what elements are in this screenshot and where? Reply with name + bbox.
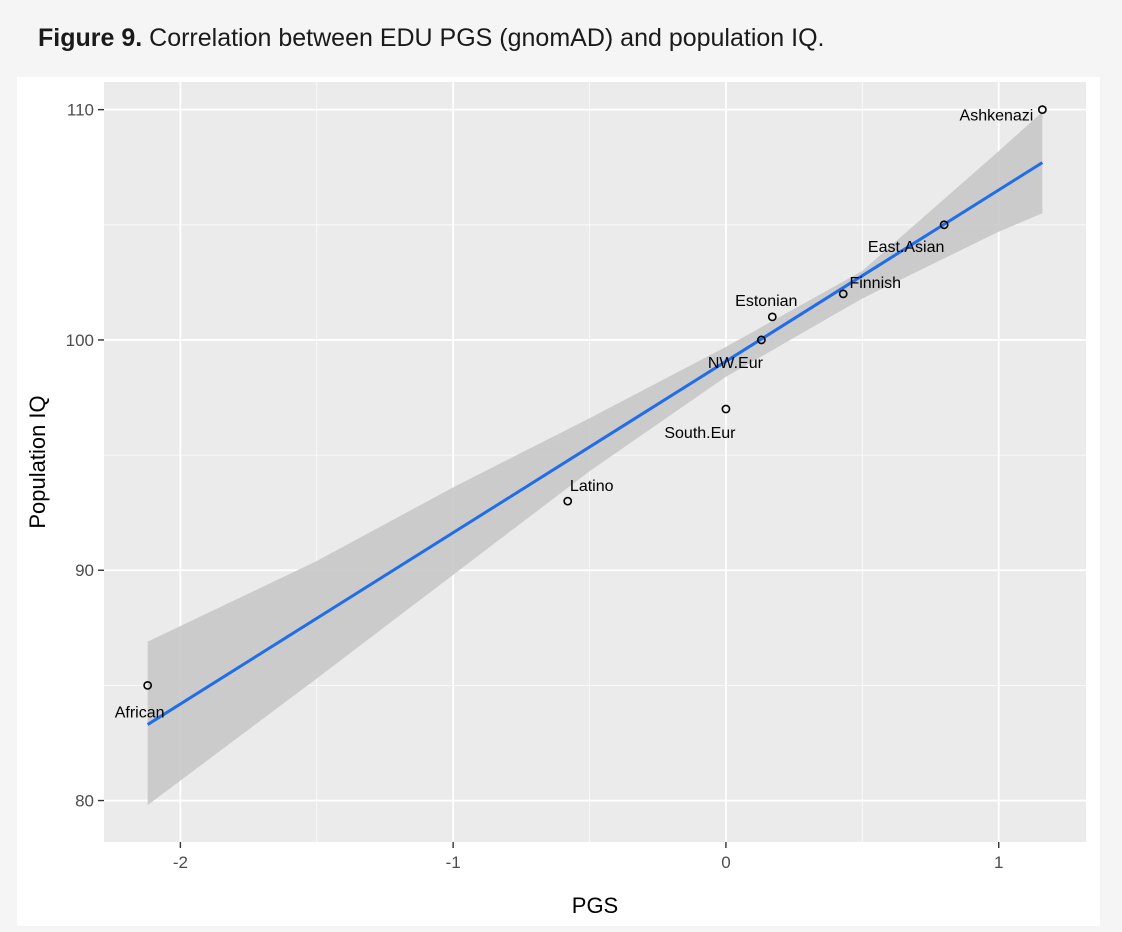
data-point-estonian	[767, 312, 777, 322]
plot-card: African Latino South.Eur NW.Eur Estonian Finn…	[17, 77, 1100, 926]
scatter-plot: African Latino South.Eur NW.Eur Estonian Finn…	[25, 82, 1086, 918]
y-tick-label: 110	[67, 101, 94, 120]
x-tick-label: 1	[994, 853, 1003, 872]
y-tick-label: 90	[75, 561, 94, 580]
figure-caption: Figure 9. Correlation between EDU PGS (g…	[38, 24, 824, 53]
point-label-finnish: Finnish	[849, 275, 901, 292]
x-axis-title: PGS	[572, 893, 618, 918]
point-label-south-eur: South.Eur	[664, 425, 736, 442]
data-point-south-eur	[721, 404, 731, 414]
data-point-ashkenazi	[1037, 105, 1047, 115]
y-axis-title: Population IQ	[25, 395, 50, 528]
data-point-finnish	[838, 289, 848, 299]
point-label-east-asian: East.Asian	[868, 239, 944, 256]
data-point-east-asian	[939, 220, 949, 230]
x-tick-label: -1	[446, 853, 461, 872]
point-label-nw-eur: NW.Eur	[708, 355, 764, 372]
x-tick-label: 0	[721, 853, 730, 872]
data-point-labels: African Latino South.Eur NW.Eur Estonian Finn…	[115, 108, 1034, 722]
x-axis-ticks: -2 -1 0 1	[173, 842, 1003, 872]
data-points	[143, 105, 1047, 690]
data-point-nw-eur	[756, 335, 766, 345]
figure-number: Figure 9.	[38, 24, 143, 52]
figure-caption-text: Correlation between EDU PGS (gnomAD) and…	[149, 24, 825, 52]
data-point-latino	[563, 496, 573, 506]
y-tick-label: 100	[66, 331, 94, 350]
point-label-estonian: Estonian	[735, 293, 797, 310]
regression-line	[146, 161, 1044, 726]
point-label-latino: Latino	[570, 478, 614, 495]
point-label-ashkenazi: Ashkenazi	[960, 108, 1034, 125]
x-tick-label: -2	[173, 853, 188, 872]
y-axis-ticks: 80 90 100 110	[66, 101, 104, 811]
data-point-african	[143, 680, 153, 690]
point-label-african: African	[115, 704, 165, 721]
y-tick-label: 80	[75, 792, 94, 811]
confidence-ribbon	[147, 111, 1043, 806]
